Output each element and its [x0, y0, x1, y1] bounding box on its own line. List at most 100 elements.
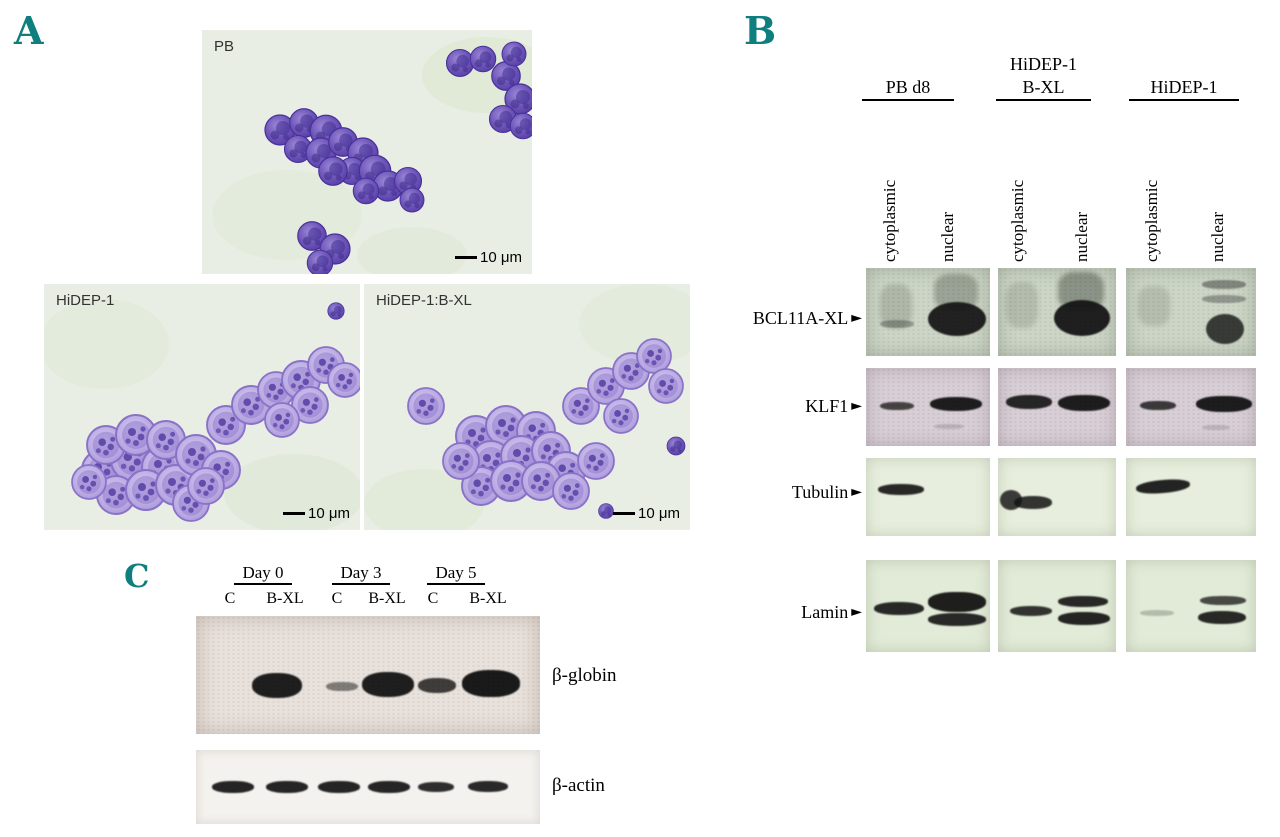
- blot-band: [934, 424, 964, 429]
- group-header-hidep1-bxl: HiDEP-1 B-XL: [996, 52, 1091, 101]
- blot-band: [1006, 395, 1052, 409]
- blot-lamin-hidep1: [1126, 560, 1256, 652]
- blot-band: [1058, 395, 1110, 411]
- blot-band: [1138, 286, 1170, 326]
- blot-tubulin-pbd8: [866, 458, 990, 536]
- blot-band: [1140, 610, 1174, 616]
- blot-bcl11a-pbd8: [866, 268, 990, 356]
- row-label-klf1: KLF1 ►: [766, 394, 862, 418]
- blot-band: [1058, 612, 1110, 625]
- group-header-hidep1: HiDEP-1: [1129, 52, 1239, 101]
- lane-label-nuclear: nuclear: [938, 211, 957, 262]
- blot-band: [418, 678, 456, 693]
- blot-band: [878, 484, 924, 495]
- lane-label-c: C: [427, 590, 439, 607]
- blot-tubulin-hidep1-bxl: [998, 458, 1116, 536]
- day-header-5: Day 5: [427, 562, 485, 585]
- protein-label-beta-globin: β-globin: [552, 665, 617, 686]
- blot-band: [462, 670, 520, 697]
- blot-band: [928, 592, 986, 612]
- group-title-top: HiDEP-1: [1010, 54, 1077, 74]
- blot-band: [928, 613, 986, 626]
- protein-name: BCL11A-XL: [752, 307, 849, 328]
- lane-label-nuclear: nuclear: [1208, 211, 1227, 262]
- panel-c-label: C: [124, 557, 150, 595]
- blot-beta-globin: [196, 616, 540, 734]
- micrograph-hidep1: HiDEP-1 10 μm: [44, 284, 360, 530]
- blot-band: [1198, 611, 1246, 624]
- blot-band: [1058, 596, 1108, 607]
- blot-band: [880, 402, 914, 410]
- blot-band: [1196, 396, 1252, 412]
- blot-band: [1140, 401, 1176, 410]
- micrograph-title: HiDEP-1: [56, 292, 115, 309]
- group-title: PB d8: [862, 76, 954, 101]
- blot-tubulin-hidep1: [1126, 458, 1256, 536]
- blot-band: [362, 672, 414, 697]
- lane-label-bxl: B-XL: [266, 590, 304, 607]
- hidep1-bxl-cells-image: [364, 284, 690, 530]
- lane-label-bxl: B-XL: [469, 590, 507, 607]
- lane-label-bxl: B-XL: [368, 590, 406, 607]
- panel-b-label: B: [744, 8, 777, 53]
- scale-bar-line: [613, 512, 635, 515]
- group-title: HiDEP-1: [1129, 76, 1239, 101]
- row-label-lamin: Lamin ►: [752, 600, 862, 624]
- blot-klf1-hidep1: [1126, 368, 1256, 446]
- scale-bar-label: 10 μm: [638, 505, 680, 522]
- row-label-bcl11a-xl: BCL11A-XL ►: [716, 306, 862, 330]
- group-title: B-XL: [996, 76, 1091, 101]
- micrograph-title: HiDEP-1:B-XL: [376, 292, 472, 309]
- blot-band: [1200, 596, 1246, 605]
- pb-cells-image: [212, 37, 532, 274]
- blot-lamin-hidep1-bxl: [998, 560, 1116, 652]
- micrograph-hidep1-bxl: HiDEP-1:B-XL 10 μm: [364, 284, 690, 530]
- day-header-0: Day 0: [234, 562, 292, 585]
- lane-label-c: C: [331, 590, 343, 607]
- row-label-tubulin: Tubulin ►: [744, 480, 862, 504]
- scale-bar-label: 10 μm: [480, 249, 522, 266]
- blot-band: [1206, 314, 1244, 344]
- blot-band: [418, 782, 454, 792]
- blot-band: [1202, 295, 1246, 303]
- blot-beta-actin: [196, 750, 540, 824]
- blot-band: [212, 781, 254, 793]
- blot-bcl11a-hidep1-bxl: [998, 268, 1116, 356]
- blot-band: [1202, 425, 1230, 430]
- blot-bcl11a-hidep1: [1126, 268, 1256, 356]
- scale-bar-line: [283, 512, 305, 515]
- blot-klf1-pbd8: [866, 368, 990, 446]
- blot-band: [874, 602, 924, 615]
- blot-band: [1006, 282, 1038, 328]
- protein-label-beta-actin: β-actin: [552, 775, 605, 796]
- blot-band: [1135, 477, 1191, 496]
- protein-name: KLF1: [805, 395, 849, 416]
- blot-band: [880, 320, 914, 328]
- micrograph-title: PB: [214, 38, 235, 55]
- blot-band: [326, 682, 358, 691]
- lane-label-cytoplasmic: cytoplasmic: [1008, 179, 1027, 262]
- lane-label-cytoplasmic: cytoplasmic: [1142, 179, 1161, 262]
- blot-band: [1014, 496, 1052, 509]
- blot-band: [252, 673, 302, 698]
- protein-name: Lamin: [801, 601, 849, 622]
- hidep1-cells-image: [44, 299, 360, 530]
- arrowhead-icon: ►: [851, 310, 862, 326]
- group-title-top: [1129, 52, 1239, 76]
- group-header-pbd8: PB d8: [862, 52, 954, 101]
- protein-name: Tubulin: [791, 481, 849, 502]
- blot-band: [468, 781, 508, 792]
- blot-klf1-hidep1-bxl: [998, 368, 1116, 446]
- blot-lamin-pbd8: [866, 560, 990, 652]
- blot-band: [880, 284, 912, 328]
- arrowhead-icon: ►: [851, 604, 862, 620]
- lane-label-nuclear: nuclear: [1072, 211, 1091, 262]
- lane-label-c: C: [224, 590, 236, 607]
- blot-band: [266, 781, 308, 793]
- scale-bar: 10 μm: [455, 249, 522, 266]
- panel-a-label: A: [14, 8, 44, 53]
- arrowhead-icon: ►: [851, 398, 862, 414]
- blot-band: [1010, 606, 1052, 616]
- blot-band: [318, 781, 360, 793]
